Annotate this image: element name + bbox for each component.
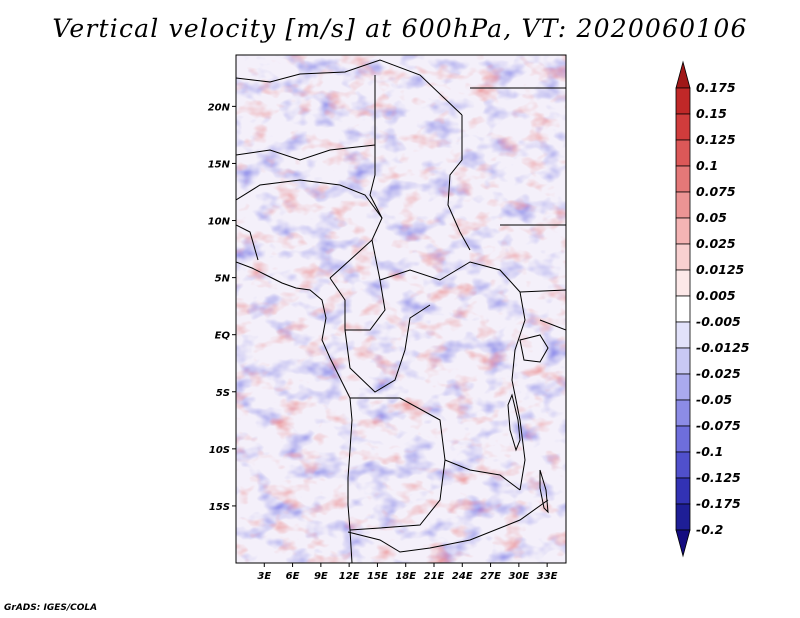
colorbar-level-label: -0.025	[696, 366, 741, 381]
colorbar-level-label: 0.1	[696, 158, 718, 173]
lat-tick-label: 20N	[208, 102, 231, 113]
lon-tick-label: 15E	[367, 571, 388, 582]
lon-tick-label: 12E	[339, 571, 360, 582]
colorbar-swatch	[675, 425, 691, 453]
colorbar-level-label: -0.005	[696, 314, 741, 329]
colorbar-swatch	[675, 243, 691, 271]
colorbar-swatch	[675, 113, 691, 141]
map-frame	[235, 54, 567, 564]
grads-credit: GrADS: IGES/COLA	[4, 603, 98, 613]
lake-malawi	[539, 469, 549, 514]
border-chad-sudan	[447, 115, 471, 251]
political-boundaries	[236, 59, 566, 563]
colorbar-level-label: 0.05	[696, 210, 727, 225]
colorbar-level-label: -0.0125	[696, 340, 750, 355]
colorbar-level-label: 0.005	[696, 288, 736, 303]
longitude-axis: 3E 6E 9E 12E 15E 18E 21E 24E 27E 30E 33E	[257, 563, 558, 582]
lat-tick-label: 5S	[216, 388, 230, 399]
lat-tick-label: EQ	[215, 331, 231, 342]
border-sahel	[236, 144, 376, 161]
border-angola-zambia	[349, 459, 446, 531]
colorbar-level-label: -0.175	[696, 496, 741, 511]
colorbar-swatch	[675, 60, 691, 89]
lon-tick-label: 27E	[480, 571, 501, 582]
colorbar-level-label: -0.1	[696, 444, 723, 459]
lon-tick-label: 24E	[452, 571, 473, 582]
border-drc-east	[511, 291, 526, 491]
lat-tick-label: 10N	[208, 217, 231, 228]
lon-tick-label: 3E	[257, 571, 271, 582]
lat-tick-label: 5N	[215, 274, 231, 285]
border-libya-niger	[236, 59, 463, 116]
lat-tick-label: 15S	[209, 502, 230, 513]
border-congo	[344, 304, 431, 393]
colorbar-swatch	[675, 217, 691, 245]
colorbar-level-label: 0.025	[696, 236, 736, 251]
colorbar-level-label: 0.0125	[696, 262, 745, 277]
colorbar-swatch	[675, 139, 691, 167]
lon-tick-label: 9E	[314, 571, 328, 582]
lake-tanganyika	[507, 393, 521, 452]
colorbar-level-label: 0.15	[696, 106, 727, 121]
border-niger-chad	[369, 75, 383, 219]
colorbar-swatch	[675, 191, 691, 219]
colorbar-swatch	[675, 477, 691, 505]
vertical-velocity-field	[236, 55, 566, 563]
lon-tick-label: 33E	[537, 571, 558, 582]
border-mali-south	[236, 224, 259, 261]
chart-title: Vertical velocity [m/s] at 600hPa, VT: 2…	[52, 14, 748, 43]
lake-victoria	[519, 334, 549, 363]
colorbar-swatch	[675, 321, 691, 349]
colorbar-level-label: -0.05	[696, 392, 732, 407]
coastline-west-africa	[236, 261, 353, 563]
lon-tick-label: 18E	[395, 571, 416, 582]
border-nigeria	[236, 179, 383, 279]
colorbar-level-label: -0.125	[696, 470, 741, 485]
lat-tick-label: 15N	[208, 159, 231, 170]
border-car	[379, 261, 521, 293]
colorbar-level-label: 0.125	[696, 132, 736, 147]
colorbar-level-label: 0.075	[696, 184, 736, 199]
colorbar-level-label: -0.075	[696, 418, 741, 433]
colorbar-swatch	[675, 165, 691, 193]
latitude-axis: 20N 15N 10N 5N EQ 5S 10S 15S	[208, 102, 236, 513]
colorbar: 0.175 0.15 0.125 0.1 0.075 0.05 0.025 0.0125 0.0…	[675, 60, 750, 558]
colorbar-swatch	[675, 295, 691, 323]
colorbar-swatch	[675, 399, 691, 427]
colorbar-swatch	[675, 529, 691, 558]
colorbar-swatch	[675, 373, 691, 401]
colorbar-swatch	[675, 269, 691, 297]
lon-tick-label: 6E	[286, 571, 300, 582]
colorbar-swatch	[675, 503, 691, 531]
lon-tick-label: 21E	[424, 571, 445, 582]
colorbar-level-label: -0.2	[696, 522, 723, 537]
lon-tick-label: 30E	[508, 571, 529, 582]
colorbar-swatch	[675, 87, 691, 115]
colorbar-level-label: 0.175	[696, 80, 736, 95]
colorbar-swatch	[675, 347, 691, 375]
border-south	[347, 499, 549, 553]
lat-tick-label: 10S	[209, 445, 230, 456]
border-east-africa	[470, 87, 566, 331]
colorbar-swatch	[675, 451, 691, 479]
